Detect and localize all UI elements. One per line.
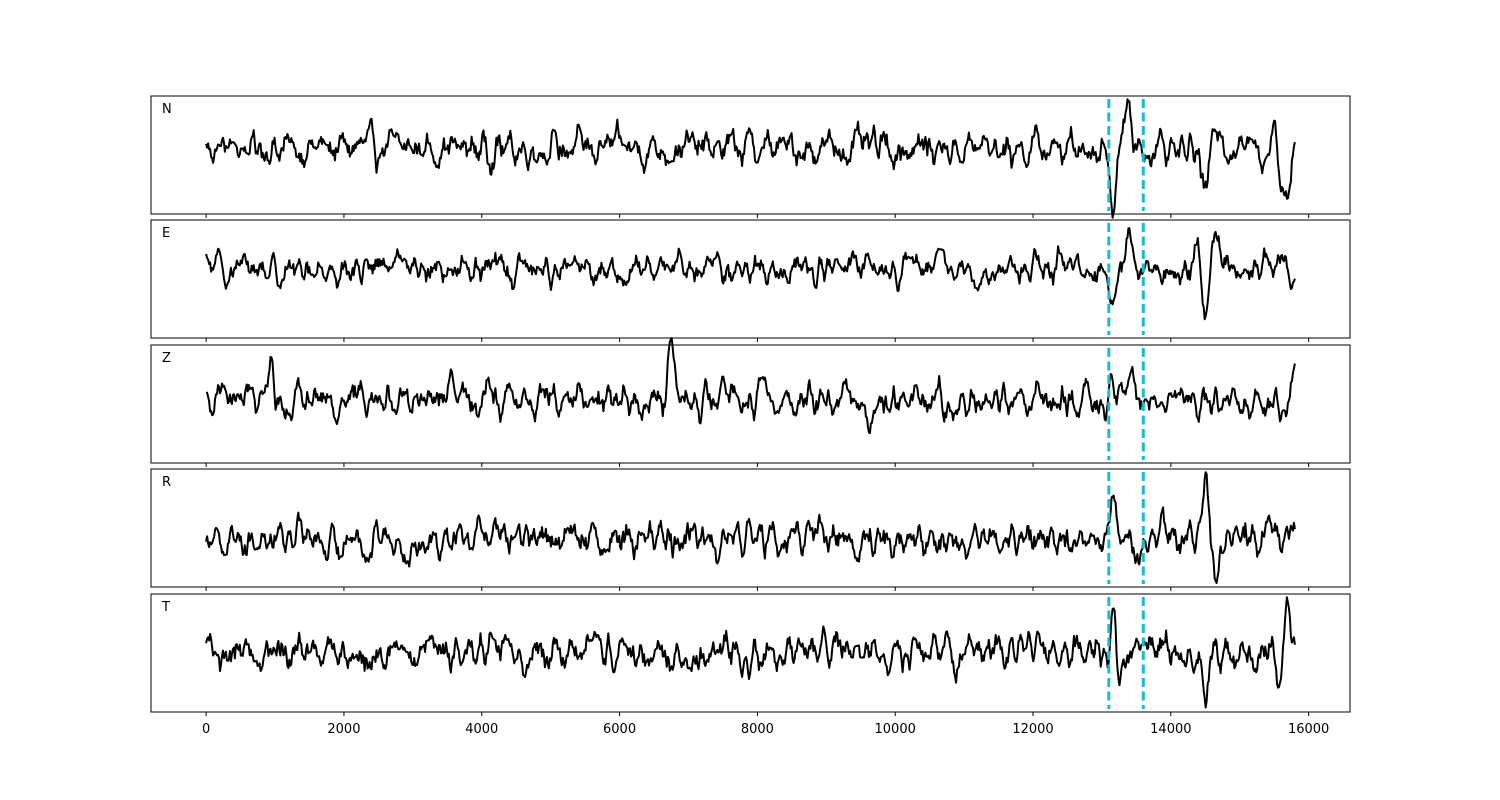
- panel-label: N: [162, 102, 172, 117]
- x-tick-label: 16000: [1288, 722, 1329, 737]
- x-tick-label: 10000: [875, 722, 916, 737]
- x-tick-label: 6000: [603, 722, 636, 737]
- panel-frame: [150, 344, 1351, 464]
- x-tick-label: 14000: [1150, 722, 1191, 737]
- x-tick-label: 8000: [741, 722, 774, 737]
- panel-label: E: [162, 226, 170, 241]
- x-axis: 0 2000 4000 6000 8000 10000 12000 14000 16000: [202, 722, 1329, 737]
- panel-frame: [150, 219, 1351, 339]
- panel-n: N: [150, 95, 1351, 219]
- panel-z: Z: [150, 337, 1351, 467]
- waveform-trace: [205, 471, 1296, 584]
- waveform-trace: [205, 227, 1296, 321]
- panel-label: T: [161, 600, 170, 615]
- x-tick-label: 12000: [1012, 722, 1053, 737]
- x-tick-label: 4000: [465, 722, 498, 737]
- panel-t: T: [150, 593, 1351, 716]
- waveform-trace: [205, 596, 1296, 709]
- panel-frame: [150, 468, 1351, 588]
- x-tick-label: 2000: [327, 722, 360, 737]
- panel-frame: [150, 593, 1351, 713]
- panel-label: Z: [162, 351, 171, 366]
- panel-frame: [150, 95, 1351, 215]
- panel-r: R: [150, 468, 1351, 591]
- x-tick-label: 0: [202, 722, 210, 737]
- panels: N E Z R T: [150, 95, 1351, 716]
- panel-e: E: [150, 219, 1351, 342]
- panel-label: R: [162, 475, 171, 490]
- waveform-trace: [205, 337, 1296, 435]
- waveform-trace: [205, 98, 1296, 219]
